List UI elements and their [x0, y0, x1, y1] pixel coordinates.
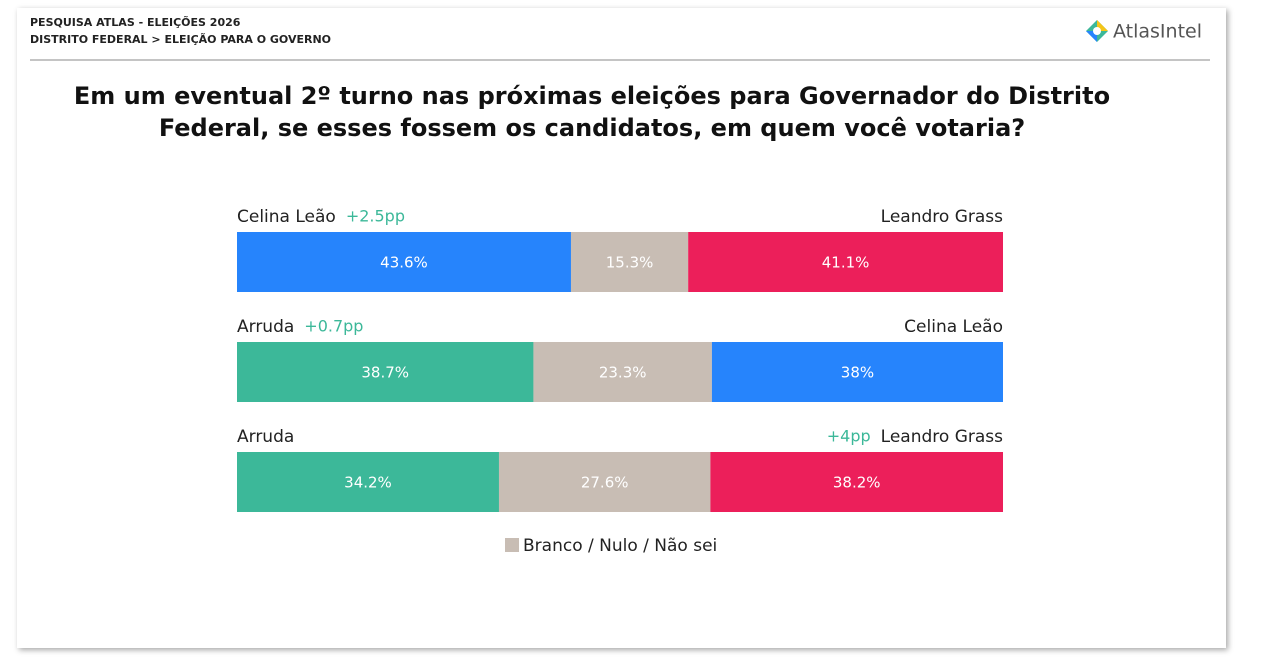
value-label: 41.1% [822, 254, 870, 272]
right-candidate: Celina Leão [904, 317, 1003, 337]
lead-label: +2.5pp [346, 207, 405, 226]
bar-segment [710, 452, 1003, 512]
bar-segment [498, 452, 711, 512]
value-label: 27.6% [581, 474, 629, 492]
chart-title: Em um eventual 2º turno nas próximas ele… [74, 82, 1110, 110]
left-candidate: Arruda [237, 317, 294, 337]
value-label: 34.2% [344, 474, 392, 492]
value-label: 38.2% [833, 474, 881, 492]
lead-label: +4pp [827, 427, 871, 446]
bar-segment [237, 342, 534, 402]
right-candidate: Leandro Grass [881, 207, 1003, 227]
legend-swatch [505, 538, 519, 552]
bar-segment [570, 232, 689, 292]
bar-segment [237, 232, 571, 292]
value-label: 43.6% [380, 254, 428, 272]
logo-icon [1086, 20, 1108, 42]
bar-segment [237, 452, 499, 512]
header-line: PESQUISA ATLAS - ELEIÇÕES 2026 [30, 16, 241, 29]
left-candidate: Celina Leão [237, 207, 336, 227]
bar-segment [688, 232, 1003, 292]
chart-title: Federal, se esses fossem os candidatos, … [159, 114, 1025, 142]
logo-text: AtlasIntel [1113, 21, 1202, 43]
bar-segment [711, 342, 1003, 402]
bar-segment [533, 342, 712, 402]
value-label: 38% [841, 364, 874, 382]
header-line: DISTRITO FEDERAL > ELEIÇÃO PARA O GOVERN… [30, 33, 331, 46]
value-label: 15.3% [606, 254, 654, 272]
value-label: 23.3% [599, 364, 647, 382]
legend-label: Branco / Nulo / Não sei [523, 536, 717, 556]
value-label: 38.7% [361, 364, 409, 382]
card [17, 8, 1226, 648]
lead-label: +0.7pp [304, 317, 363, 336]
left-candidate: Arruda [237, 427, 294, 447]
right-candidate: Leandro Grass [881, 427, 1003, 447]
